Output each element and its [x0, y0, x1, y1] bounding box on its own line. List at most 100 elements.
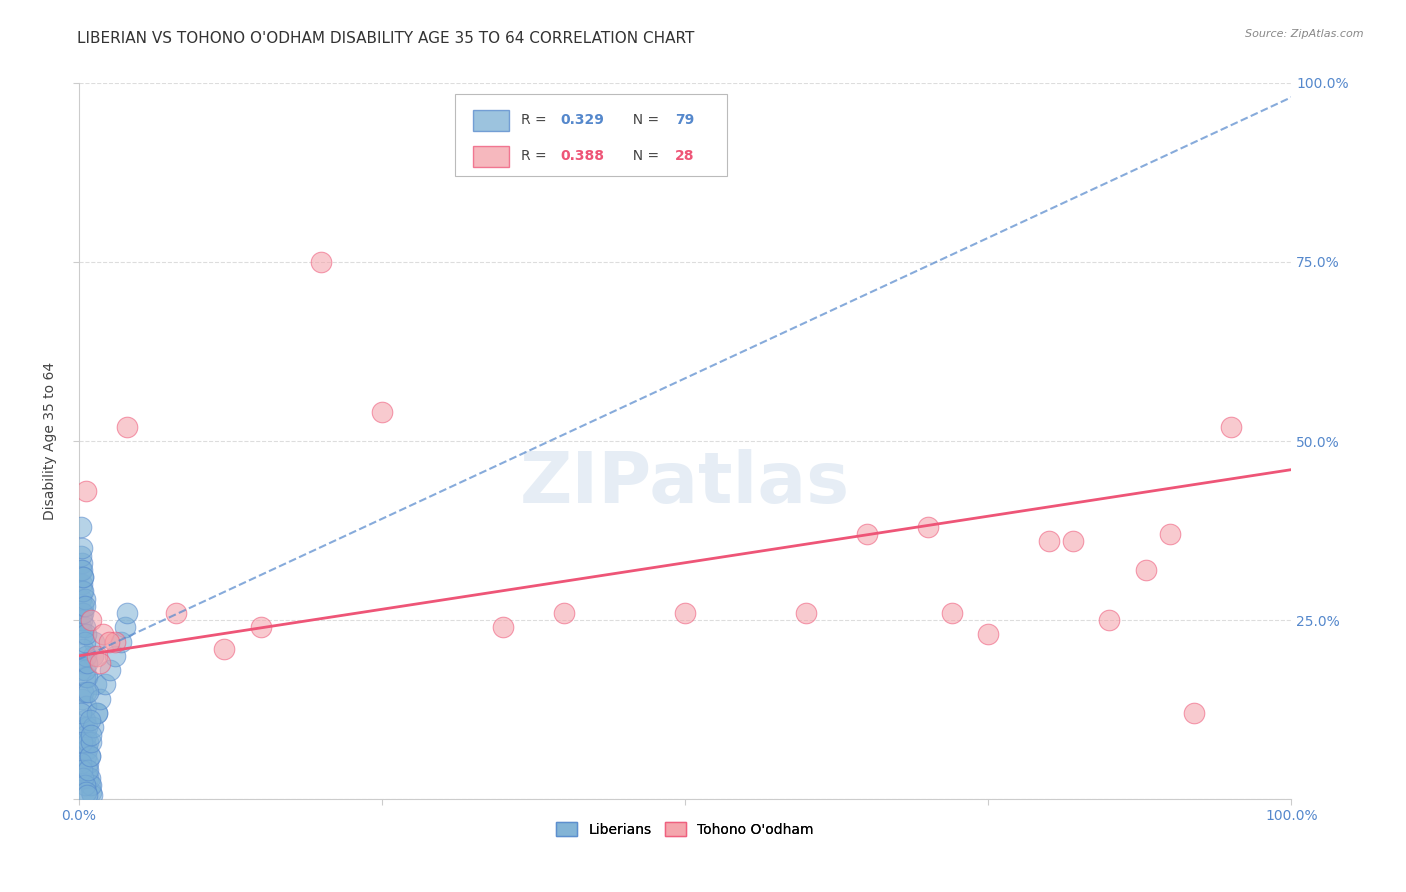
Point: [1159, 527, 1181, 541]
Point: [80, 789, 103, 803]
Point: [80, 735, 103, 749]
Point: [72, 656, 94, 670]
Point: [73, 670, 96, 684]
Point: [1098, 613, 1121, 627]
Point: [70, 620, 93, 634]
Point: [79, 713, 101, 727]
Point: [249, 620, 271, 634]
Point: [73, 591, 96, 606]
Point: [794, 606, 817, 620]
Point: [72, 556, 94, 570]
Point: [110, 634, 132, 648]
Point: [977, 627, 1000, 641]
Point: [77, 771, 100, 785]
Point: [72, 627, 94, 641]
Point: [77, 735, 100, 749]
Point: [76, 656, 98, 670]
Point: [80, 785, 103, 799]
Text: 79: 79: [675, 112, 695, 127]
Point: [73, 634, 96, 648]
FancyBboxPatch shape: [472, 146, 509, 168]
Point: [553, 606, 575, 620]
Point: [89, 656, 111, 670]
FancyBboxPatch shape: [454, 94, 727, 176]
Point: [84, 677, 107, 691]
Point: [80, 613, 103, 627]
Text: LIBERIAN VS TOHONO O'ODHAM DISABILITY AGE 35 TO 64 CORRELATION CHART: LIBERIAN VS TOHONO O'ODHAM DISABILITY AG…: [77, 31, 695, 46]
Point: [72, 613, 94, 627]
Point: [86, 706, 108, 720]
Point: [73, 778, 96, 792]
Point: [72, 584, 94, 599]
Text: 0.329: 0.329: [560, 112, 605, 127]
Point: [75, 484, 97, 499]
Point: [673, 606, 696, 620]
Point: [115, 606, 138, 620]
Text: 0.388: 0.388: [560, 149, 605, 163]
Text: ZIPatlas: ZIPatlas: [520, 450, 851, 518]
Point: [82, 721, 104, 735]
Point: [80, 778, 103, 792]
Point: [70, 520, 93, 534]
Point: [91, 627, 114, 641]
Point: [941, 606, 963, 620]
Point: [1062, 534, 1084, 549]
Point: [72, 691, 94, 706]
Point: [72, 606, 94, 620]
Point: [70, 591, 93, 606]
Point: [1038, 534, 1060, 549]
Legend: Liberians, Tohono O'odham: Liberians, Tohono O'odham: [551, 816, 820, 842]
Point: [70, 563, 93, 577]
Text: R =: R =: [522, 149, 551, 163]
Point: [72, 771, 94, 785]
Point: [114, 620, 136, 634]
Point: [75, 749, 97, 764]
Point: [72, 563, 94, 577]
Point: [94, 677, 117, 691]
FancyBboxPatch shape: [472, 110, 509, 131]
Point: [72, 606, 94, 620]
Point: [72, 570, 94, 584]
Point: [104, 634, 127, 648]
Point: [72, 684, 94, 698]
Y-axis label: Disability Age 35 to 64: Disability Age 35 to 64: [44, 362, 58, 520]
Point: [73, 620, 96, 634]
Point: [79, 749, 101, 764]
Text: Source: ZipAtlas.com: Source: ZipAtlas.com: [1246, 29, 1364, 38]
Point: [77, 756, 100, 771]
Point: [76, 764, 98, 778]
Point: [75, 684, 97, 698]
Text: N =: N =: [624, 112, 664, 127]
Point: [72, 735, 94, 749]
Point: [79, 771, 101, 785]
Point: [165, 606, 187, 620]
Point: [89, 691, 111, 706]
Point: [73, 599, 96, 613]
Point: [1135, 563, 1157, 577]
Point: [79, 749, 101, 764]
Point: [72, 570, 94, 584]
Point: [76, 742, 98, 756]
Text: N =: N =: [624, 149, 664, 163]
Point: [309, 255, 332, 269]
Point: [104, 648, 127, 663]
Point: [72, 764, 94, 778]
Point: [70, 663, 93, 677]
Point: [72, 577, 94, 591]
Point: [75, 785, 97, 799]
Point: [492, 620, 515, 634]
Point: [115, 419, 138, 434]
Point: [98, 663, 121, 677]
Text: 28: 28: [675, 149, 695, 163]
Point: [72, 584, 94, 599]
Point: [75, 728, 97, 742]
Point: [72, 541, 94, 556]
Point: [80, 728, 103, 742]
Point: [856, 527, 879, 541]
Point: [212, 641, 235, 656]
Point: [79, 778, 101, 792]
Point: [86, 648, 108, 663]
Point: [83, 634, 105, 648]
Point: [371, 405, 394, 419]
Point: [73, 735, 96, 749]
